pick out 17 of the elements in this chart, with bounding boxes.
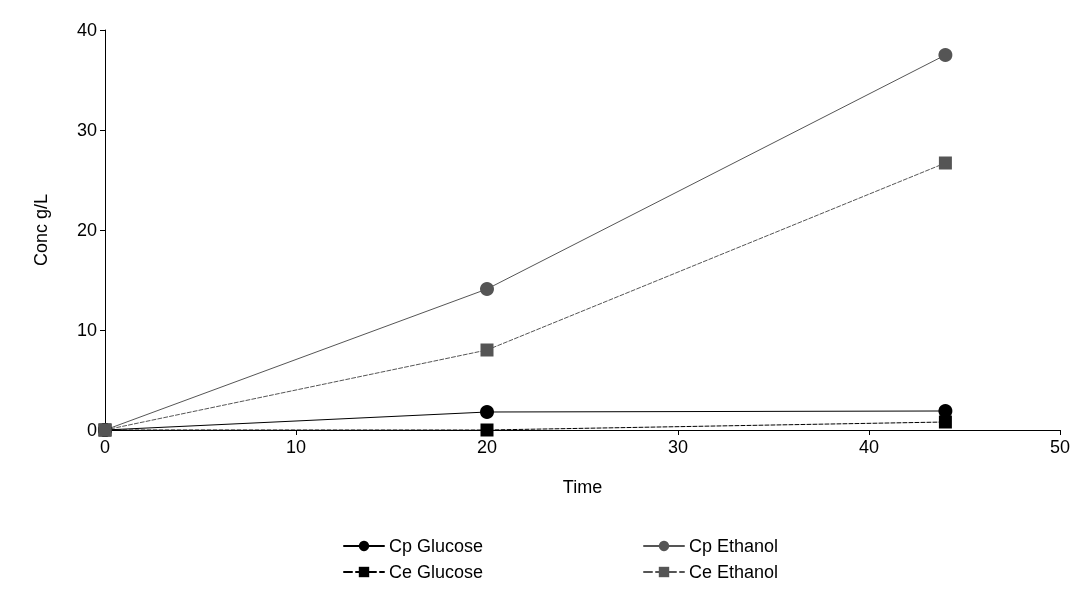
x-tick-label: 50 xyxy=(1049,437,1071,457)
legend-label: Ce Glucose xyxy=(389,562,484,582)
legend-label: Ce Ethanol xyxy=(689,562,779,582)
x-tick-label: 10 xyxy=(285,437,307,457)
y-tick-label: 40 xyxy=(76,20,97,40)
y-axis-title: Conc g/L xyxy=(31,193,51,267)
y-tick-label: 0 xyxy=(86,420,97,440)
x-tick-label: 30 xyxy=(667,437,689,457)
legend-label: Cp Glucose xyxy=(389,536,484,556)
y-tick-label: 20 xyxy=(76,220,97,240)
x-tick-label: 0 xyxy=(99,437,111,457)
x-tick-label: 40 xyxy=(858,437,880,457)
x-axis-title: Time xyxy=(562,477,603,497)
x-tick-label: 20 xyxy=(476,437,498,457)
y-tick-label: 30 xyxy=(76,120,97,140)
y-tick-label: 10 xyxy=(76,320,97,340)
legend-label: Cp Ethanol xyxy=(689,536,779,556)
